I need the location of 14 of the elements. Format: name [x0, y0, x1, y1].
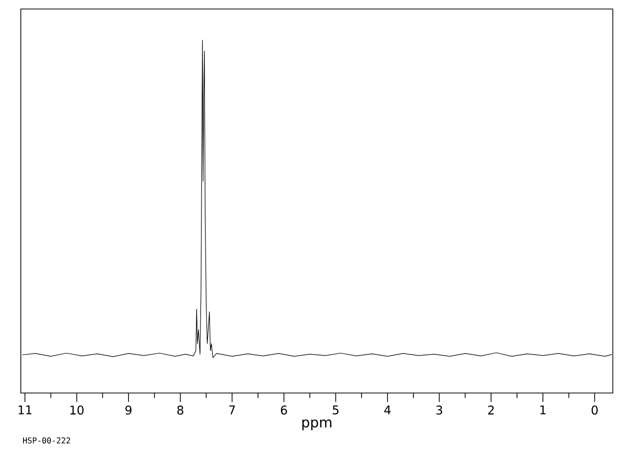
x-tick-label: 11	[18, 406, 32, 414]
x-axis-title: ppm	[302, 419, 332, 430]
x-tick-label: 1	[540, 406, 546, 414]
x-tick-label: 9	[125, 406, 132, 415]
x-tick-label: 10	[70, 406, 84, 415]
x-tick-label: 7	[229, 406, 235, 414]
x-tick-label: 4	[384, 406, 391, 414]
x-tick-label: 6	[280, 406, 287, 415]
x-tick-label: 2	[488, 406, 494, 414]
x-tick-label: 3	[436, 406, 442, 415]
x-tick-label: 8	[177, 406, 184, 415]
x-tick-label: 0	[592, 406, 598, 415]
x-tick-label: 5	[332, 406, 338, 414]
text: HSP-00-222	[23, 437, 70, 444]
